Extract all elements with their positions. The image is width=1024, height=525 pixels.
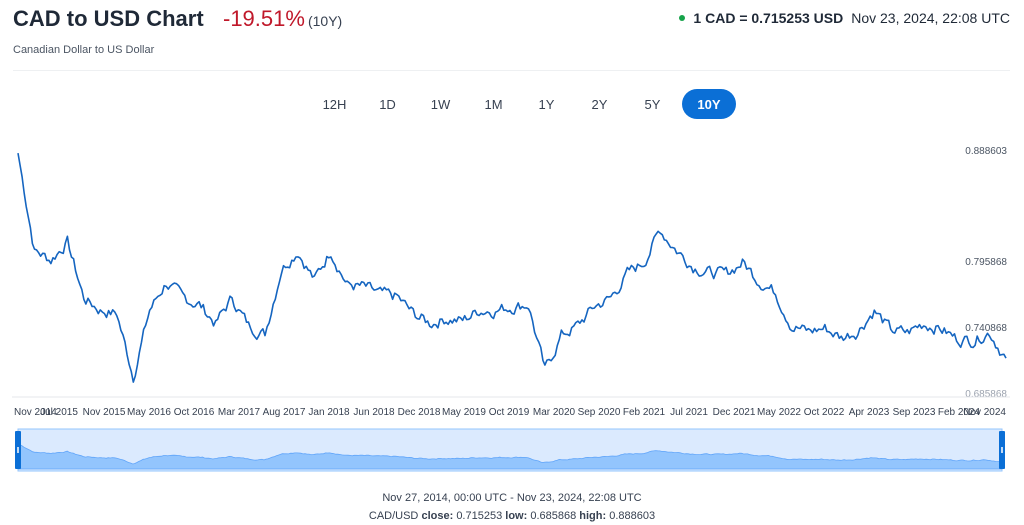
low-value: 0.685868 (530, 510, 577, 522)
x-tick-label: Nov 2014 (14, 407, 57, 418)
period-range: Nov 27, 2014, 00:00 UTC - Nov 23, 2024, … (382, 492, 642, 504)
x-tick-label: Feb 2024 (938, 407, 981, 418)
navigator-series-area (17, 443, 1003, 470)
chart-footer: Nov 27, 2014, 00:00 UTC - Nov 23, 2024, … (0, 489, 1024, 525)
y-tick-label: 0.685868 (965, 389, 1007, 400)
range-button-1y[interactable]: 1Y (523, 89, 570, 119)
x-tick-label: Aug 2017 (263, 407, 306, 418)
ohlc-summary: CAD/USD close: 0.715253 low: 0.685868 hi… (0, 507, 1024, 525)
price-series-line (17, 152, 1007, 383)
y-tick-label: 0.740868 (965, 323, 1007, 334)
x-tick-label: Nov 2015 (83, 407, 126, 418)
range-button-12h[interactable]: 12H (311, 89, 358, 119)
time-range-selector: 12H 1D 1W 1M 1Y 2Y 5Y 10Y (311, 89, 736, 119)
x-tick-label: Oct 2019 (489, 407, 530, 418)
price-line-chart[interactable]: 0.888603 0.795868 0.740868 0.685868 Nov 2014… (0, 140, 1024, 420)
change-percent: -19.51% (10Y) (223, 6, 343, 31)
change-period: (10Y) (307, 13, 343, 29)
x-tick-label: Oct 2022 (804, 407, 845, 418)
close-value: 0.715253 (456, 510, 503, 522)
x-tick-label: Dec 2021 (713, 407, 756, 418)
range-button-1w[interactable]: 1W (417, 89, 464, 119)
range-button-1d[interactable]: 1D (364, 89, 411, 119)
range-button-10y[interactable]: 10Y (682, 89, 736, 119)
x-tick-label: Apr 2023 (849, 407, 890, 418)
high-value: 0.888603 (609, 510, 656, 522)
x-tick-label: Nov 2024 (963, 407, 1006, 418)
x-tick-label: May 2019 (442, 407, 486, 418)
x-tick-label: May 2022 (757, 407, 801, 418)
range-button-1m[interactable]: 1M (470, 89, 517, 119)
range-button-5y[interactable]: 5Y (629, 89, 676, 119)
live-dot-icon (679, 15, 686, 22)
pair-label: CAD/USD (368, 510, 419, 522)
x-tick-label: Jan 2018 (308, 407, 350, 418)
high-label: high: (579, 510, 607, 522)
x-tick-label: Oct 2016 (174, 407, 215, 418)
x-tick-label: Mar 2020 (533, 407, 576, 418)
pair-subtitle: Canadian Dollar to US Dollar (13, 44, 155, 56)
x-tick-label: Jul 2021 (670, 407, 708, 418)
live-rate: 1 CAD = 0.715253 USD Nov 23, 2024, 22:08 … (679, 10, 1010, 26)
y-tick-label: 0.888603 (965, 146, 1007, 157)
x-tick-label: May 2016 (127, 407, 171, 418)
header-divider (13, 70, 1010, 71)
chart-header: CAD to USD Chart -19.51% (10Y) Canadian D… (13, 6, 1010, 66)
rate-timestamp: Nov 23, 2024, 22:08 UTC (851, 10, 1010, 26)
close-label: close: (421, 510, 454, 522)
range-navigator[interactable] (0, 425, 1024, 475)
x-tick-label: Jul 2015 (40, 407, 78, 418)
rate-value: 1 CAD = 0.715253 USD (693, 10, 844, 26)
range-button-2y[interactable]: 2Y (576, 89, 623, 119)
x-tick-label: Feb 2021 (623, 407, 666, 418)
x-tick-label: Mar 2017 (218, 407, 261, 418)
page-title: CAD to USD Chart (13, 6, 204, 31)
x-tick-label: Dec 2018 (398, 407, 441, 418)
x-tick-label: Sep 2023 (893, 407, 936, 418)
x-tick-label: Jun 2018 (353, 407, 395, 418)
x-tick-label: Sep 2020 (578, 407, 621, 418)
y-tick-label: 0.795868 (965, 257, 1007, 268)
low-label: low: (505, 510, 528, 522)
